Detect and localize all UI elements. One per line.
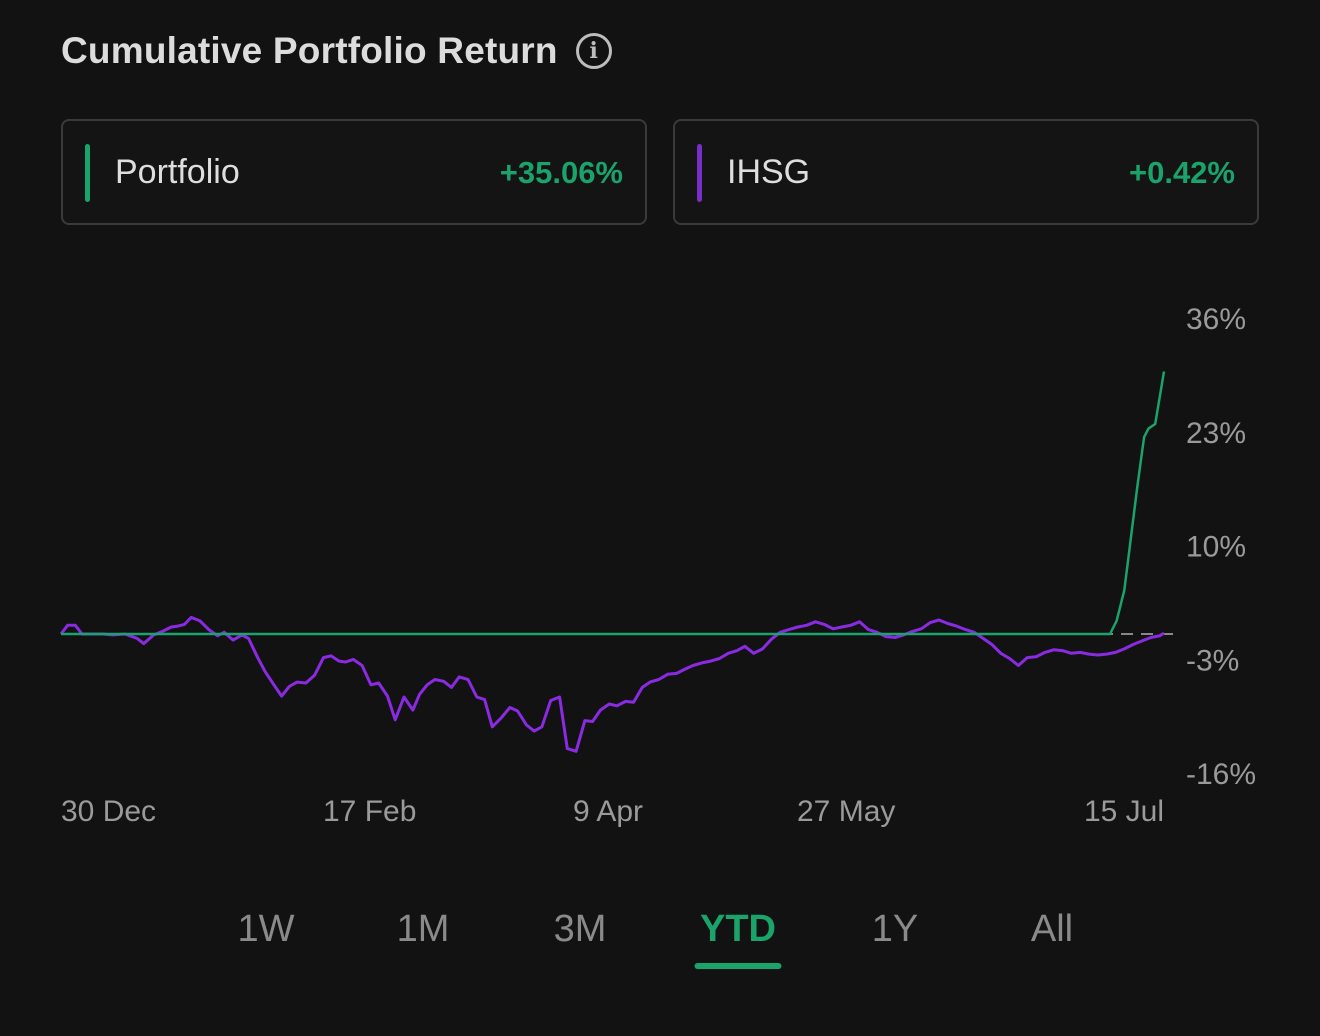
x-tick-label: 15 Jul (1084, 795, 1164, 828)
y-tick-label: -3% (1186, 644, 1239, 677)
y-axis-ticks: 36% 23% 10% -3% -16% (1186, 303, 1256, 791)
series-line-ihsg (59, 615, 1165, 753)
legend-card-ihsg: IHSG +0.42% (673, 119, 1259, 225)
y-tick-label: 10% (1186, 531, 1246, 564)
range-1y[interactable]: 1Y (871, 908, 919, 950)
title-row: Cumulative Portfolio Return i (61, 30, 612, 72)
x-axis-ticks: 30 Dec 17 Feb 9 Apr 27 May 15 Jul (61, 795, 1164, 828)
y-tick-label: -16% (1186, 758, 1256, 791)
range-all[interactable]: All (1030, 908, 1074, 950)
legend-name-portfolio: Portfolio (115, 153, 240, 191)
legend-card-portfolio: Portfolio +35.06% (61, 119, 647, 225)
legend-color-portfolio (85, 144, 90, 202)
legend-name-ihsg: IHSG (727, 153, 811, 191)
x-tick-label: 30 Dec (61, 795, 156, 828)
range-1m[interactable]: 1M (396, 908, 450, 950)
x-tick-label: 17 Feb (323, 795, 416, 828)
selected-range-indicator (694, 963, 782, 969)
x-tick-label: 27 May (797, 795, 895, 828)
info-icon[interactable]: i (575, 33, 612, 69)
y-tick-label: 23% (1186, 417, 1246, 450)
legend-color-ihsg (697, 144, 702, 202)
y-tick-label: 36% (1186, 303, 1246, 336)
legend-value-portfolio: +35.06% (499, 155, 623, 190)
range-ytd[interactable]: YTD (700, 908, 776, 950)
range-3m[interactable]: 3M (553, 908, 607, 950)
range-1w[interactable]: 1W (237, 908, 295, 950)
series-line-portfolio (61, 371, 1166, 636)
x-tick-label: 9 Apr (573, 795, 643, 828)
legend-value-ihsg: +0.42% (1128, 155, 1235, 190)
page-title: Cumulative Portfolio Return (61, 30, 558, 71)
